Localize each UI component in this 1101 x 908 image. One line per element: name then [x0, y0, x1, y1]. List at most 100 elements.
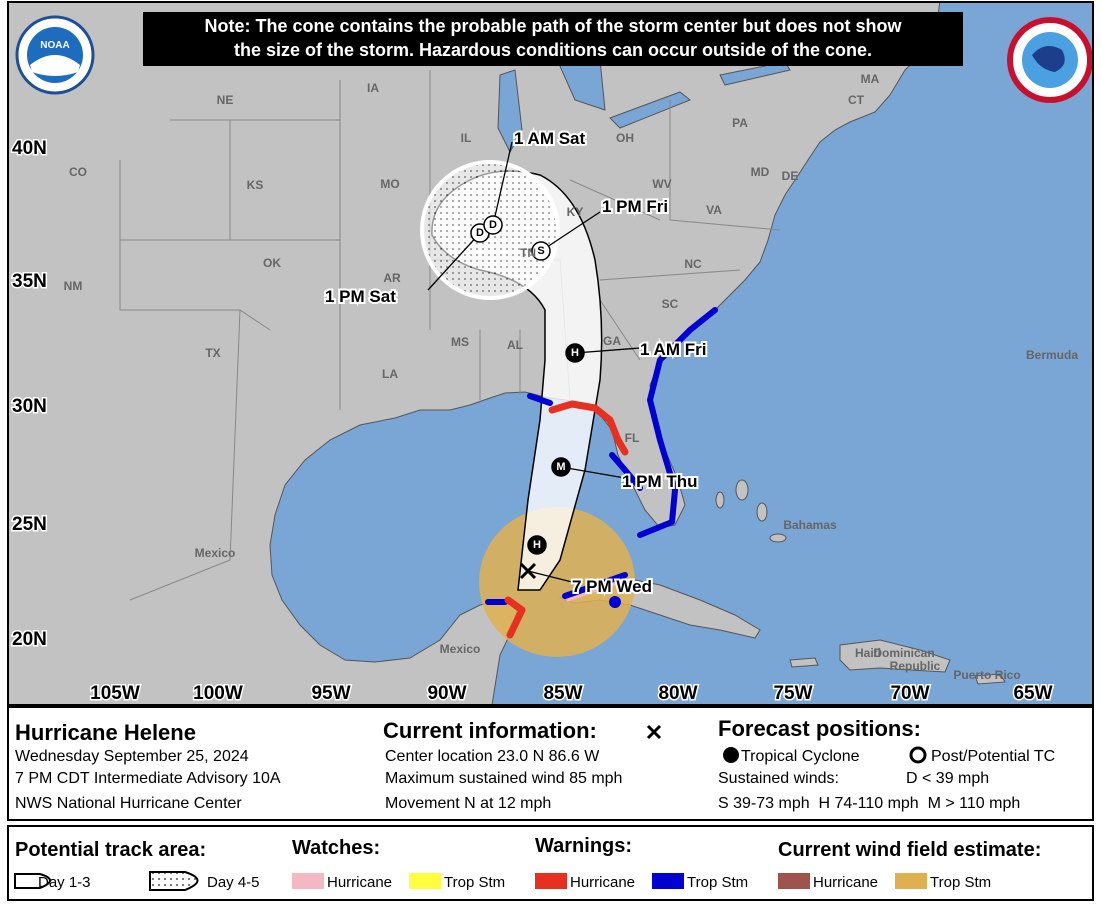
place-label: Republic [890, 659, 941, 673]
place-label: Bahamas [783, 518, 837, 532]
map-frame [7, 1, 1094, 706]
sustained-label: Sustained winds: [718, 770, 839, 787]
trop-stm-warning [609, 596, 621, 608]
longitude-label: 100W [193, 683, 243, 704]
place-label: CO [69, 165, 87, 179]
date: Wednesday September 25, 2024 [15, 748, 249, 765]
coordinate-labels: 40N 35N 30N 25N 20N 105W 100W 95W 90W 85W 80W 75W 70… [11, 137, 1055, 706]
day-1-3-icon [14, 873, 51, 889]
place-label: CT [848, 93, 865, 107]
leader [527, 570, 573, 583]
swatch [895, 873, 927, 889]
note: the size of the storm. Hazardous conditi… [234, 40, 872, 60]
track-label: 1 PM Fri [602, 197, 668, 216]
track-label: 1 AM Fri [640, 340, 706, 359]
track-label: 1 PM Thu [622, 472, 698, 491]
current-symbol [646, 724, 662, 740]
hurricane-warning [548, 400, 629, 456]
trop-stm-warning [485, 572, 628, 605]
noaa-logo: NOAA [15, 15, 95, 95]
hurricane-watch [566, 580, 622, 602]
map: H M H S DD NE IA IL OH PA CO KS MO KY WV VA MD DE MA CT OK T… [8, 2, 1093, 706]
legend-item: Day 1-3 [38, 874, 91, 891]
place-label: TX [205, 346, 220, 360]
latitude-label: 35N [12, 271, 47, 292]
puerto-rico [974, 673, 1006, 685]
track-symbol: H [571, 347, 579, 359]
longitude-label: 85W [543, 683, 582, 704]
place-label: DE [782, 169, 799, 183]
lake [497, 69, 523, 154]
legend-title: Potential track area: [15, 839, 206, 861]
legend-item: Hurricane [570, 874, 635, 891]
swatch [652, 873, 684, 889]
hispaniola [839, 639, 951, 673]
track-points: H M H S DD [470, 215, 585, 555]
leader [540, 211, 601, 252]
track-point [551, 457, 571, 477]
logo-text: NOAA [40, 40, 69, 51]
place-label: KY [567, 205, 584, 219]
current-title: Current information: [383, 718, 597, 743]
legend-item: Trop Stm [930, 874, 991, 891]
latitude-label: 20N [12, 629, 47, 650]
place-label: IA [367, 81, 379, 95]
latitude-label: 30N [12, 396, 47, 417]
island [769, 533, 787, 543]
place-label: MO [380, 177, 399, 191]
legend-item: Day 4-5 [207, 874, 260, 891]
trop-stm-warning [637, 307, 718, 538]
latitude-label: 40N [12, 138, 47, 159]
longitude-label: 90W [427, 683, 466, 704]
leader [427, 232, 481, 291]
trop-stm-warning [527, 393, 643, 491]
office: NWS National Hurricane Center [15, 795, 242, 812]
track-label: 7 PM Wed [572, 577, 652, 596]
current-line: Maximum sustained wind 85 mph [385, 770, 622, 787]
place-label: KS [247, 178, 264, 192]
track-symbol: D [476, 227, 484, 239]
place-label: MA [861, 72, 880, 86]
place-label: MS [451, 335, 469, 349]
place-label: Bermuda [1026, 348, 1078, 362]
track-label: 1 PM Sat [325, 287, 396, 306]
place-label: GA [603, 334, 621, 348]
longitude-label: 105W [90, 683, 140, 704]
place-label: Puerto Rico [953, 668, 1020, 682]
note-box [143, 12, 963, 66]
current-line: Movement N at 12 mph [385, 795, 551, 812]
swatch [535, 873, 567, 889]
track-label: 1 AM Sat [514, 129, 586, 148]
lake [719, 61, 791, 86]
legend-item: Hurricane [813, 874, 878, 891]
place-label: NC [684, 257, 702, 271]
place-label: PA [732, 116, 748, 130]
leader [574, 347, 641, 354]
advisory: 7 PM CDT Intermediate Advisory 10A [15, 770, 281, 787]
legend-title: Current wind field estimate: [778, 839, 1041, 861]
place-label: IL [461, 131, 472, 145]
legend-item: Trop Stm [444, 874, 505, 891]
nws-logo [1007, 17, 1093, 103]
wind-scale: S 39-73 mph H 74-110 mph M > 110 mph [718, 795, 1020, 812]
logo-bird [30, 55, 80, 76]
hurricane-warning [504, 596, 526, 639]
leader [492, 141, 513, 226]
jamaica [789, 657, 819, 668]
island [735, 479, 749, 501]
current-line: Center location 23.0 N 86.6 W [385, 748, 600, 765]
place-label: NE [217, 93, 234, 107]
swatch [778, 873, 810, 889]
place-label: NM [64, 279, 83, 293]
island [756, 502, 768, 522]
longitude-label: 75W [773, 683, 812, 704]
place-label: TN [520, 246, 536, 260]
track-point [565, 343, 585, 363]
longitude-label: 65W [1013, 683, 1052, 704]
forecast-title: Forecast positions: [718, 716, 921, 741]
place-label: Haiti [855, 646, 881, 660]
